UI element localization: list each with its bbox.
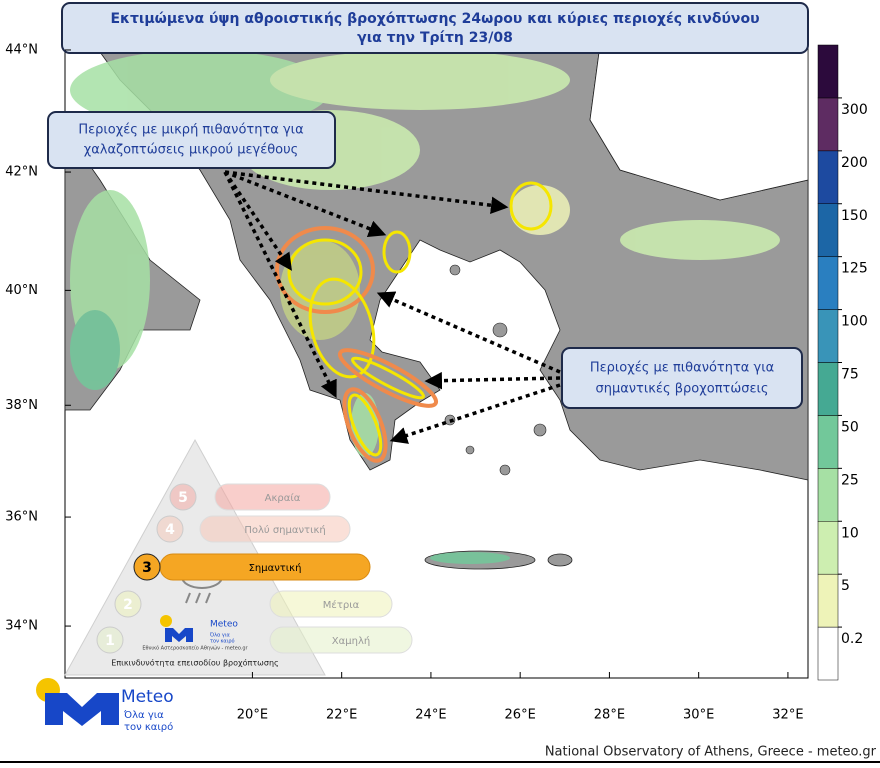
colorbar-label: 0.2: [841, 631, 863, 647]
risk-number: 1: [105, 633, 115, 649]
colorbar-band: [817, 415, 839, 469]
risk-label: Πολύ σημαντική: [244, 524, 325, 536]
x-tick-label: 22°E: [326, 708, 357, 723]
colorbar-band: [817, 44, 839, 99]
risk-source: Εθνικό Αστεροσκοπείο Αθηνών - meteo.gr: [142, 645, 248, 652]
risk-pill: [269, 626, 413, 654]
y-tick-label: 40°N: [5, 283, 38, 298]
risk-label: Μέτρια: [323, 599, 360, 611]
logo-tagline: τον καιρό: [124, 721, 173, 733]
risk-pill: [214, 483, 331, 511]
x-tick-label: 32°E: [772, 708, 803, 723]
mini-logo-sun: [160, 615, 172, 627]
y-tick-label: 36°N: [5, 510, 38, 525]
colorbar-label: 200: [841, 155, 868, 171]
colorbar-band: [817, 521, 839, 575]
callout-text: σημαντικές βροχοπτώσεις: [595, 382, 768, 397]
x-tick-label: 30°E: [683, 708, 714, 723]
risk-label: Ακραία: [265, 492, 301, 504]
x-tick-label: 24°E: [415, 708, 446, 723]
colorbar-label: 100: [841, 314, 868, 330]
risk-number-badge: [96, 626, 124, 654]
risk-number-badge: [133, 553, 161, 581]
callout-text: Περιοχές με μικρή πιθανότητα για: [78, 123, 303, 138]
colorbar-label: 5: [841, 578, 850, 594]
x-tick-label: 26°E: [505, 708, 536, 723]
risk-areas: [275, 181, 553, 463]
callout-text: Περιοχές με πιθανότητα για: [590, 361, 774, 376]
colorbar-band: [817, 573, 839, 628]
risk-pill: [269, 590, 393, 618]
colorbar-band: [817, 362, 839, 416]
y-tick-label: 38°N: [5, 398, 38, 413]
colorbar-band: [817, 203, 839, 257]
risk-number-badge: [156, 515, 184, 543]
colorbar-label: 75: [841, 367, 859, 383]
arrows: [223, 170, 561, 444]
colorbar-band: [817, 150, 839, 204]
callout-box: [561, 347, 803, 409]
colorbar-band: [817, 256, 839, 310]
x-tick-label: 28°E: [594, 708, 625, 723]
mini-logo-tagline: τον καιρό: [210, 638, 235, 645]
colorbar-label: 125: [841, 261, 868, 277]
risk-number-badge: [114, 590, 142, 618]
colorbar-band: [817, 97, 839, 152]
colorbar-label: 300: [841, 102, 868, 118]
risk-number-badge: [169, 483, 197, 511]
mini-logo-mark: [165, 628, 193, 642]
colorbar-label: 25: [841, 472, 859, 488]
risk-levels: 5 Ακραία 4 Πολύ σημαντική 3 Σημαντική 2 Μέτρια 1…: [96, 483, 413, 654]
title-line: για την Τρίτη 23/08: [357, 30, 513, 46]
risk-number: 4: [165, 522, 175, 538]
risk-label: Σημαντική: [249, 562, 302, 574]
logo-name: Meteo: [121, 687, 174, 707]
callout-text: χαλαζοπτώσεις μικρού μεγέθους: [84, 143, 299, 158]
colorbar-label: 50: [841, 419, 859, 435]
colorbar-label: 10: [841, 525, 859, 541]
logo-mark: [45, 693, 119, 726]
mini-logo-name: Meteo: [210, 620, 238, 630]
footer: National Observatory of Athens, Greece -…: [545, 745, 877, 760]
mini-logo-tagline: Όλα για: [209, 632, 231, 639]
risk-number: 2: [123, 597, 133, 613]
y-tick-label: 42°N: [5, 165, 38, 180]
risk-number: 3: [142, 560, 152, 576]
risk-pill: [199, 515, 351, 543]
y-tick-label: 44°N: [5, 42, 38, 57]
risk-label: Χαμηλή: [332, 635, 370, 647]
logo-tagline: Όλα για: [123, 709, 164, 721]
colorbar-band: [817, 468, 839, 522]
title-box: [61, 2, 809, 54]
risk-number: 5: [178, 490, 188, 506]
risk-title: Επικινδυνότητα επεισοδίου βροχόπτωσης: [111, 658, 278, 668]
x-tick-label: 20°E: [237, 708, 268, 723]
title-line: Εκτιμώμενα ύψη αθροιστικής βροχόπτωσης 2…: [110, 11, 759, 27]
callout-box: [47, 111, 336, 169]
colorbar-band: [817, 309, 839, 363]
colorbar-band: [817, 626, 839, 681]
y-tick-label: 34°N: [5, 619, 38, 634]
colorbar-label: 150: [841, 208, 868, 224]
